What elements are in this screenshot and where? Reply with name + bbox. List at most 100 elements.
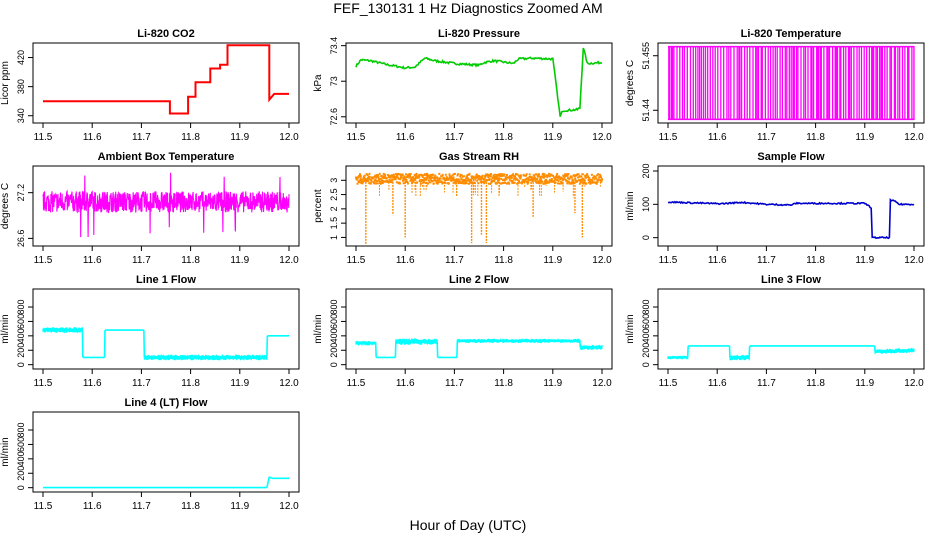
y-tick-label: 27.2 [16, 184, 26, 202]
y-axis-label: ml/min [0, 437, 11, 466]
x-tick-label: 11.6 [708, 132, 727, 143]
x-tick-label: 11.8 [494, 132, 513, 143]
x-tick-label: 11.8 [806, 255, 825, 266]
y-axis-label: degrees C [625, 60, 636, 106]
y-tick-label: 400 [16, 451, 26, 466]
x-tick-label: 12.0 [904, 378, 924, 389]
x-tick-label: 11.5 [347, 378, 366, 389]
panel-title: Gas Stream RH [439, 151, 519, 163]
x-tick-label: 11.7 [132, 501, 151, 512]
x-tick-label: 11.5 [659, 132, 678, 143]
x-tick-label: 11.7 [132, 132, 151, 143]
x-tick-label: 12.0 [592, 255, 612, 266]
series-group [355, 47, 603, 117]
y-tick-label: 0 [16, 485, 26, 490]
y-tick-label: 600 [329, 314, 339, 329]
panel-title: Li-820 CO2 [137, 28, 194, 40]
x-tick-label: 11.8 [181, 378, 200, 389]
panel-10: Line 4 (LT) Flow ml/min 11.5 11.6 11.7 11.8 11… [0, 397, 300, 512]
y-tick-label: 400 [329, 328, 339, 343]
x-tick-label: 11.6 [708, 378, 727, 389]
x-tick-label: 12.0 [279, 378, 299, 389]
x-tick-label: 11.7 [757, 378, 776, 389]
x-tick-label: 11.5 [34, 378, 53, 389]
y-tick-label: 0 [16, 362, 26, 367]
x-tick-label: 11.9 [855, 255, 874, 266]
series-line [875, 349, 915, 353]
y-tick-label: 1 [329, 235, 339, 240]
x-tick-label: 11.7 [132, 378, 151, 389]
panel-title: Line 4 (LT) Flow [125, 397, 208, 409]
y-tick-label: 800 [16, 423, 26, 438]
x-tick-label: 12.0 [592, 132, 612, 143]
y-tick-label: 73 [329, 76, 339, 86]
y-tick-label: 3 [329, 178, 339, 183]
y-tick-label: 800 [329, 300, 339, 315]
x-tick-label: 12.0 [592, 378, 612, 389]
y-axis-label: ml/min [313, 314, 324, 343]
y-axis-label: degrees C [0, 183, 11, 229]
y-tick-label: 26.6 [16, 230, 26, 248]
x-tick-label: 12.0 [904, 132, 924, 143]
y-axis-label: Licor ppm [0, 61, 11, 105]
x-tick-label: 11.5 [34, 255, 53, 266]
x-tick-label: 11.8 [494, 255, 513, 266]
y-axis-label: percent [313, 189, 324, 223]
series-group [355, 172, 603, 245]
y-tick-label: 200 [329, 343, 339, 358]
x-tick-label: 11.7 [445, 132, 464, 143]
y-tick-label: 0 [329, 362, 339, 367]
x-tick-label: 11.5 [347, 255, 366, 266]
x-tick-label: 11.8 [806, 378, 825, 389]
y-axis-label: ml/min [0, 314, 11, 343]
x-tick-label: 12.0 [279, 132, 299, 143]
x-tick-label: 11.5 [34, 132, 53, 143]
series-line [667, 197, 915, 240]
x-tick-label: 11.5 [34, 501, 53, 512]
x-tick-label: 11.9 [543, 378, 562, 389]
x-tick-label: 11.6 [83, 132, 102, 143]
y-tick-label: 400 [641, 328, 651, 343]
panel-title: Line 2 Flow [449, 274, 509, 286]
panel-frame [345, 42, 613, 124]
y-tick-label: 73.4 [329, 37, 339, 55]
panel-1: Li-820 CO2 Licor ppm 11.5 11.6 11.7 11.8 11.9 1… [0, 28, 300, 143]
series-group [42, 172, 290, 238]
panel-frame [32, 42, 300, 124]
y-tick-label: 0 [641, 362, 651, 367]
panel-frame [345, 165, 613, 247]
series-line [355, 47, 603, 117]
x-tick-label: 11.9 [230, 378, 249, 389]
panel-frame [32, 165, 300, 247]
y-tick-label: 600 [641, 314, 651, 329]
series-group [43, 476, 289, 489]
y-tick-label: 1.5 [329, 217, 339, 230]
panel-3: Li-820 Temperature degrees C 11.5 11.6 11.7 1… [625, 28, 925, 143]
panel-7: Line 1 Flow ml/min 11.5 11.6 11.7 11.8 11.9 12.… [0, 274, 300, 389]
x-tick-label: 11.9 [230, 501, 249, 512]
x-tick-label: 11.6 [396, 132, 415, 143]
series-group [355, 338, 603, 359]
panel-title: Li-820 Temperature [741, 28, 842, 40]
series-group [43, 44, 289, 115]
y-tick-label: 420 [16, 50, 26, 65]
x-tick-label: 12.0 [279, 501, 299, 512]
x-tick-label: 11.6 [396, 255, 415, 266]
x-tick-label: 11.8 [494, 378, 513, 389]
panel-frame [345, 288, 613, 370]
panel-6: Sample Flow ml/min 11.5 11.6 11.7 11.8 11.9 12.… [625, 151, 925, 266]
panel-frame [32, 411, 300, 493]
y-axis-label: ml/min [625, 191, 636, 220]
series-group [667, 197, 915, 240]
y-axis-label: ml/min [625, 314, 636, 343]
panel-8: Line 2 Flow ml/min 11.5 11.6 11.7 11.8 11.9 12.… [313, 274, 613, 389]
panel-frame [32, 288, 300, 370]
series-line [42, 172, 290, 238]
y-tick-label: 51.44 [641, 99, 651, 122]
panel-4: Ambient Box Temperature degrees C 11.5 11.6… [0, 151, 300, 266]
x-tick-label: 11.7 [757, 132, 776, 143]
y-tick-label: 200 [16, 466, 26, 481]
x-tick-label: 11.9 [543, 132, 562, 143]
